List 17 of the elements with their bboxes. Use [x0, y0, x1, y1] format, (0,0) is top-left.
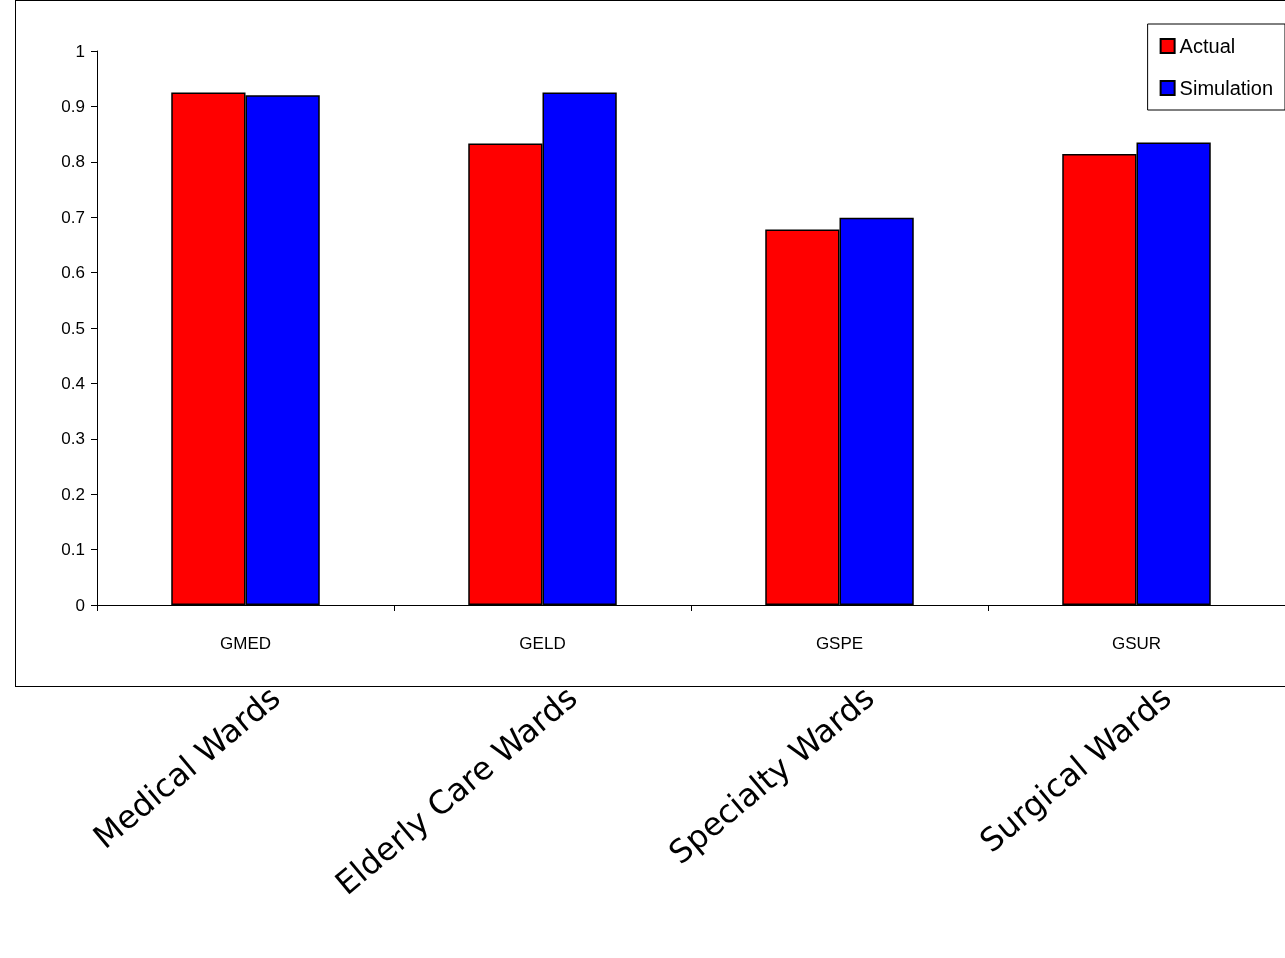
x-tick-label: GMED [220, 634, 271, 653]
x-tick-label: GELD [519, 634, 566, 653]
x-tick-label: GSUR [1111, 634, 1162, 653]
legend-label: Simulation [1179, 77, 1274, 99]
x-tick-label: GSPE [815, 634, 864, 653]
y-tick-label: 1 [75, 41, 85, 61]
y-tick-label: 0.4 [61, 373, 85, 393]
legend-label: Actual [1179, 35, 1236, 57]
y-tick-label: 0.8 [61, 152, 85, 172]
y-tick-label: 0.9 [61, 96, 85, 116]
y-tick-label: 0 [75, 595, 85, 615]
y-tick-label: 0.7 [61, 207, 85, 227]
y-tick-label: 0.3 [61, 429, 85, 449]
y-tick-label: 0.5 [61, 318, 85, 338]
y-tick-label: 0.6 [61, 263, 85, 283]
y-tick-label: 0.1 [61, 540, 85, 560]
y-tick-label: 0.2 [61, 484, 85, 504]
